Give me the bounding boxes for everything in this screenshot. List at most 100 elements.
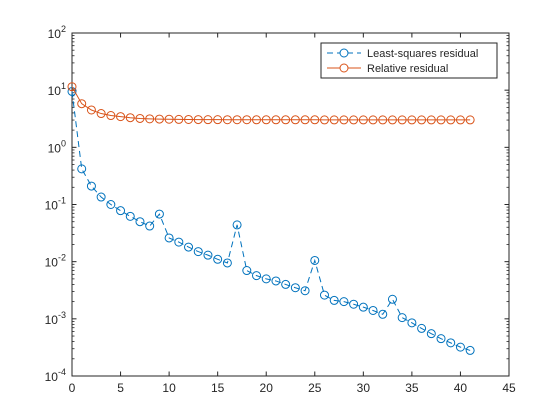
data-point: [203, 250, 213, 260]
data-point: [86, 181, 96, 191]
data-point: [446, 338, 456, 348]
y-tick-exponent: -1: [58, 196, 66, 206]
legend-item: Least-squares residual: [327, 48, 478, 60]
y-tick-base: 10: [48, 141, 62, 155]
data-point: [135, 113, 145, 123]
data-point: [310, 255, 320, 265]
legend-marker: [339, 48, 349, 58]
data-point: [242, 115, 252, 125]
chart-axes: 0 5 10 15 20 25 30 35 40 45 10-410-310-210-110010…: [45, 24, 516, 395]
series-2: [67, 82, 475, 125]
data-point: [193, 115, 203, 125]
x-tick-label: 0: [69, 381, 76, 395]
y-tick-exponent: -3: [58, 310, 66, 320]
data-point: [426, 329, 436, 339]
data-point: [271, 276, 281, 286]
data-point: [67, 82, 77, 92]
data-point: [213, 115, 223, 125]
y-tick-exponent: -4: [58, 367, 66, 377]
y-tick-base: 10: [45, 256, 59, 270]
data-point: [378, 115, 388, 125]
data-point: [77, 99, 87, 109]
data-point: [106, 200, 116, 209]
legend-item: Relative residual: [327, 63, 448, 75]
data-point: [407, 318, 417, 328]
data-point: [378, 309, 388, 319]
y-tick-label: 100: [48, 138, 66, 155]
data-point: [96, 192, 106, 202]
data-point: [290, 115, 300, 125]
data-point: [300, 286, 310, 296]
y-tick-label: 10-4: [45, 367, 66, 384]
y-tick-exponent: -2: [58, 253, 66, 263]
series-line: [71, 91, 471, 351]
data-point: [310, 115, 320, 125]
x-tick-label: 5: [117, 381, 124, 395]
data-point: [368, 305, 378, 315]
data-point: [397, 313, 407, 323]
x-tick-label: 30: [357, 381, 371, 395]
data-point: [86, 105, 96, 115]
legend-marker: [339, 63, 349, 73]
data-point: [125, 113, 135, 123]
data-point: [154, 114, 164, 124]
y-tick-exponent: 0: [61, 138, 66, 148]
data-point: [193, 247, 203, 257]
data-point: [417, 323, 427, 333]
data-point: [339, 297, 349, 307]
data-point: [106, 111, 116, 121]
y-tick-base: 10: [45, 313, 59, 327]
plot-area: [71, 32, 510, 377]
y-tick-exponent: 2: [61, 24, 66, 34]
legend-box: [320, 42, 498, 79]
data-point: [242, 266, 252, 276]
y-tick-exponent: 1: [61, 81, 66, 91]
y-tick-base: 10: [48, 27, 62, 41]
data-point: [455, 342, 465, 352]
data-point: [281, 115, 291, 125]
y-tick-label: 10-3: [45, 310, 66, 327]
data-point: [184, 242, 194, 252]
data-point: [349, 115, 359, 125]
series-layer: [67, 82, 475, 355]
data-point: [465, 115, 475, 125]
data-point: [290, 283, 300, 293]
data-point: [154, 209, 164, 219]
data-point: [203, 115, 213, 125]
x-tick-label: 35: [405, 381, 419, 395]
data-point: [77, 164, 87, 174]
data-point: [232, 220, 242, 230]
data-point: [436, 115, 446, 125]
data-point: [397, 115, 407, 125]
data-point: [232, 115, 242, 125]
data-point: [261, 115, 271, 125]
data-point: [426, 115, 436, 125]
data-point: [261, 274, 271, 284]
y-tick-base: 10: [45, 199, 59, 213]
data-point: [281, 279, 291, 289]
data-point: [300, 115, 310, 125]
data-point: [174, 237, 184, 247]
data-point: [417, 115, 427, 125]
data-point: [319, 290, 329, 300]
data-point: [125, 211, 135, 221]
data-point: [465, 345, 475, 355]
data-point: [455, 115, 465, 125]
data-point: [387, 115, 397, 125]
data-point: [339, 115, 349, 125]
data-point: [329, 115, 339, 125]
data-point: [349, 299, 359, 309]
data-point: [135, 217, 145, 227]
data-point: [174, 114, 184, 124]
x-tick-label: 10: [162, 381, 176, 395]
data-point: [319, 115, 329, 125]
data-point: [358, 302, 368, 312]
data-point: [252, 271, 262, 281]
data-point: [387, 294, 397, 304]
y-tick-label: 102: [48, 24, 66, 41]
y-tick-base: 10: [48, 84, 62, 98]
data-point: [164, 114, 174, 124]
data-point: [329, 295, 339, 305]
data-point: [145, 221, 155, 231]
